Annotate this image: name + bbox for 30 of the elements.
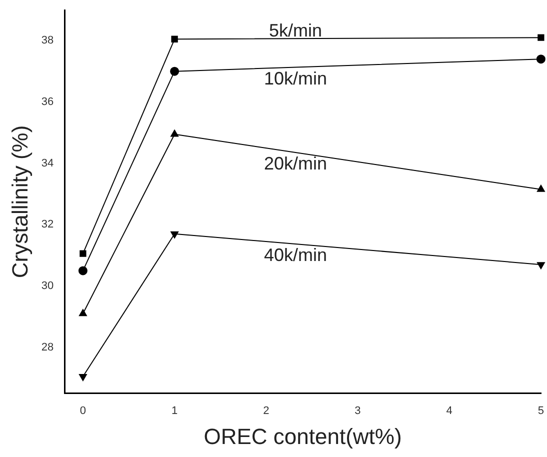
- series-label: 20k/min: [264, 153, 327, 174]
- series-label: 10k/min: [264, 68, 327, 88]
- point: [536, 184, 545, 192]
- x-tick-label: 2: [263, 405, 270, 418]
- y-tick-label: 30: [41, 280, 54, 292]
- x-tick-label: 3: [354, 405, 361, 418]
- x-tick-label: 4: [446, 405, 452, 418]
- y-tick-label: 34: [41, 157, 54, 170]
- y-tick-label: 36: [41, 96, 54, 108]
- x-tick-label: 0: [80, 405, 86, 418]
- point: [78, 374, 87, 382]
- point: [171, 36, 178, 42]
- y-tick-label: 38: [41, 34, 54, 47]
- series-label: 5k/min: [268, 20, 322, 41]
- y-tick-label: 28: [41, 341, 54, 354]
- series-label: 40k/min: [264, 244, 327, 265]
- point: [78, 309, 87, 316]
- point: [538, 34, 544, 41]
- point: [170, 66, 180, 76]
- point: [170, 231, 179, 238]
- x-axis-title: OREC content(wt%): [204, 424, 402, 449]
- y-axis-title: Crystallinity (%): [7, 125, 32, 278]
- point: [170, 130, 179, 137]
- x-tick-label: 1: [171, 405, 178, 418]
- point: [78, 266, 88, 276]
- y-tick-label: 32: [41, 218, 54, 231]
- point: [80, 250, 86, 257]
- point: [536, 262, 545, 270]
- point: [536, 54, 546, 64]
- x-tick-label: 5: [538, 405, 544, 418]
